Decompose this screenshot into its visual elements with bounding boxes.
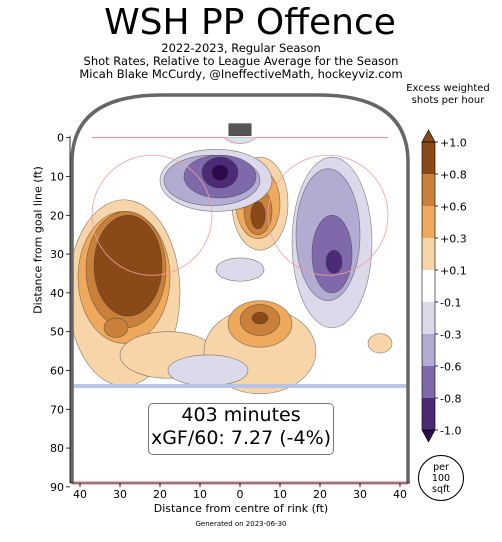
subtitle-description: Shot Rates, Relative to League Average f… [83,54,399,68]
colorbar-segment [422,302,435,335]
x-tick-label: 20 [153,488,167,501]
contour-blob-24 [215,257,265,282]
y-tick-label: 90 [50,481,64,494]
y-tick-label: 40 [50,287,64,300]
colorbar-segment [422,334,435,367]
colorbar-segment [422,270,435,303]
summary-box: 403 minutes xGF/60: 7.27 (-4%) [148,403,334,455]
colorbar-segment [422,238,435,271]
colorbar-tick-label: -0.8 [440,393,461,406]
x-tick-label: 10 [193,488,207,501]
per-unit: sqft [432,484,450,495]
colorbar-tick-label: -1.0 [440,425,461,438]
x-tick-label: 30 [113,488,127,501]
x-tick-label: 30 [353,488,367,501]
colorbar-tick-label: +0.3 [440,233,467,246]
colorbar-top-arrow [421,129,436,143]
rink-boards [70,93,410,483]
x-tick-label: 40 [73,488,87,501]
colorbar-tick-label: +1.0 [440,137,467,150]
generated-date: Generated on 2023-06-30 [195,520,287,528]
per-label: per [433,462,449,473]
y-tick-label: 30 [50,248,64,261]
colorbar-segment [422,206,435,239]
y-tick-label: 20 [50,209,64,222]
contour-blob-13 [250,201,266,230]
goal-crease [223,137,257,144]
colorbar-segment [422,174,435,207]
faceoff-circle-right [267,154,389,276]
subtitle-season: 2022-2023, Regular Season [161,41,321,55]
contour-blob-9 [251,311,269,325]
colorbar-tick-label: -0.1 [440,297,461,310]
colorbar-segment [422,142,435,175]
subtitle-author: Micah Blake McCurdy, @IneffectiveMath, h… [79,67,403,81]
minutes-label: 403 minutes [181,404,301,426]
colorbar-tick-label: +0.6 [440,201,467,214]
colorbar-tick-label: -0.3 [440,329,461,342]
x-tick-label: 40 [393,488,407,501]
chart-title: WSH PP Offence [104,2,396,43]
axes: 40 30 20 10 0 10 20 30 40 0 10 20 30 40 50 60 70 80 90 [50,132,410,501]
contour-blob-3 [93,214,163,317]
colorbar-tick-label: -0.6 [440,361,461,374]
y-axis-label: Distance from goal line (ft) [31,166,45,314]
blue-line [72,384,408,389]
y-tick-label: 80 [50,442,64,455]
colorbar-title: Excess weighted shots per hour [406,83,490,106]
colorbar-tick-label: +0.1 [440,265,467,278]
goal-net [228,123,252,136]
x-axis-label: Distance from centre of rink (ft) [153,502,329,515]
colorbar-segment [422,398,435,431]
per-value: 100 [431,473,451,484]
contour-blob-19 [211,164,229,181]
xgf-label: xGF/60: 7.27 (-4%) [150,427,332,449]
y-tick-label: 0 [57,132,64,145]
colorbar-tick-label: +0.8 [440,169,467,182]
colorbar-segment [422,366,435,399]
contour-blob-25 [167,354,249,387]
contour-blob-23 [325,249,343,274]
y-tick-label: 10 [50,170,64,183]
x-tick-label: 0 [237,488,244,501]
y-tick-label: 50 [50,326,64,339]
y-tick-label: 70 [50,403,64,416]
contour-blob-14 [367,333,393,354]
faceoff-circle-left [91,154,213,276]
x-tick-label: 10 [273,488,287,501]
colorbar-bottom-arrow [421,429,436,443]
contour-blob-4 [103,317,129,338]
colorbar: +1.0 +0.8 +0.6 +0.3 +0.1 -0.1 -0.3 -0.6 -0.8 -1.0 [421,129,467,443]
y-tick-label: 60 [50,364,64,377]
x-tick-label: 20 [313,488,327,501]
per-area-badge: per 100 sqft [418,455,464,501]
contour-layer [72,149,393,395]
colorbar-frame [421,141,436,431]
